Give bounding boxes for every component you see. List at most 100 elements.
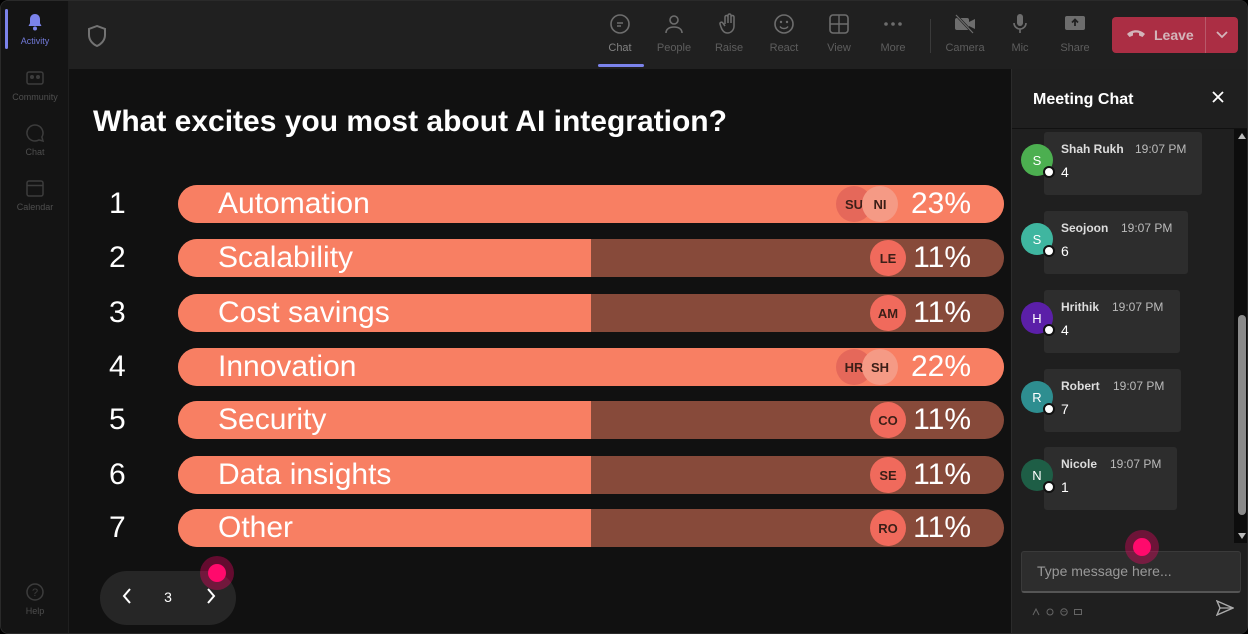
voter-avatar: CO <box>870 402 906 438</box>
community-icon <box>24 67 46 89</box>
leave-button[interactable]: Leave <box>1112 17 1238 53</box>
help-icon: ? <box>24 581 46 603</box>
poll-option-number: 3 <box>109 296 126 329</box>
previous-page-button[interactable] <box>115 586 139 610</box>
camera-button-label: Camera <box>945 42 985 54</box>
chat-title: Meeting Chat <box>1033 91 1134 108</box>
chat-icon <box>24 122 46 144</box>
more-dots-icon <box>880 11 906 37</box>
bell-icon <box>24 11 46 33</box>
message-sender: Seojoon <box>1061 221 1109 235</box>
voter-avatar: AM <box>870 295 906 331</box>
message-sender: Hrithik <box>1061 300 1100 314</box>
app-rail: Activity Community Chat Calendar ? Help <box>1 1 69 633</box>
message-bubble[interactable]: Robert 19:07 PM 7 <box>1044 369 1181 432</box>
poll-option-row: 3 Cost savings AM 11% <box>69 294 1011 332</box>
camera-button[interactable]: Camera <box>938 11 992 61</box>
page-number: 3 <box>164 589 172 605</box>
raise-hand-button[interactable]: Raise <box>702 11 756 61</box>
rail-item-label: Help <box>25 606 45 616</box>
chat-message: Nicole 19:07 PM 1 N <box>1012 447 1232 511</box>
message-bubble[interactable]: Hrithik 19:07 PM 4 <box>1044 290 1180 353</box>
microphone-icon <box>1007 11 1033 37</box>
poll-results-panel: What excites you most about AI integrati… <box>69 69 1011 633</box>
rail-item-activity[interactable]: Activity <box>1 11 69 61</box>
chat-button[interactable]: Chat <box>593 11 647 61</box>
poll-option-percent: 11% <box>913 511 971 544</box>
poll-option-number: 6 <box>109 458 126 491</box>
scrollbar-thumb[interactable] <box>1238 315 1246 515</box>
rail-item-label: Activity <box>20 36 50 46</box>
format-icon[interactable] <box>1032 603 1040 616</box>
meeting-toolbar: Chat People Raise React View <box>69 1 1247 69</box>
mic-button[interactable]: Mic <box>993 11 1047 61</box>
people-button[interactable]: People <box>647 11 701 61</box>
emoji-icon[interactable] <box>1060 603 1068 616</box>
view-button[interactable]: View <box>812 11 866 61</box>
poll-option-bar-fill <box>178 456 591 494</box>
leave-main[interactable]: Leave <box>1112 17 1206 53</box>
more-button[interactable]: More <box>866 11 920 61</box>
poll-option-percent: 22% <box>910 350 971 383</box>
poll-option-row: 6 Data insights SE 11% <box>69 456 1011 494</box>
message-text: 6 <box>1061 243 1069 259</box>
gif-icon[interactable] <box>1074 603 1082 615</box>
poll-option-bar-track <box>178 456 1004 494</box>
poll-option-label: Innovation <box>218 350 357 383</box>
scroll-up-arrow-icon[interactable] <box>1237 131 1247 141</box>
react-button[interactable]: React <box>757 11 811 61</box>
poll-option-row: 7 Other RO 11% <box>69 509 1011 547</box>
poll-question: What excites you most about AI integrati… <box>93 105 727 138</box>
close-icon <box>1212 90 1224 108</box>
attach-icon[interactable] <box>1046 603 1054 616</box>
avatar[interactable]: R <box>1021 381 1053 413</box>
chat-message: Seojoon 19:07 PM 6 S <box>1012 211 1232 275</box>
voter-avatar: SE <box>870 457 906 493</box>
poll-option-bar-fill <box>178 294 591 332</box>
rail-item-help[interactable]: ? Help <box>1 581 69 631</box>
rail-item-chat[interactable]: Chat <box>1 122 69 172</box>
chat-divider <box>1012 128 1247 129</box>
poll-option-number: 5 <box>109 403 126 436</box>
poll-option-percent: 11% <box>913 296 971 329</box>
poll-option-bar-fill <box>178 401 591 439</box>
message-bubble[interactable]: Shah Rukh 19:07 PM 4 <box>1044 132 1202 195</box>
share-screen-icon <box>1062 11 1088 37</box>
message-timestamp: 19:07 PM <box>1121 221 1173 235</box>
grid-view-icon <box>826 11 852 37</box>
rail-item-label: Community <box>12 92 58 102</box>
react-button-label: React <box>769 42 799 54</box>
share-button[interactable]: Share <box>1048 11 1102 61</box>
chevron-down-icon <box>1216 26 1228 44</box>
svg-text:?: ? <box>32 587 38 599</box>
smiley-icon <box>771 11 797 37</box>
chat-message-input[interactable] <box>1022 552 1240 590</box>
phone-hangup-icon <box>1126 26 1146 44</box>
message-text: 4 <box>1061 322 1069 338</box>
rail-item-community[interactable]: Community <box>1 67 69 117</box>
close-chat-button[interactable] <box>1208 89 1228 109</box>
message-bubble[interactable]: Nicole 19:07 PM 1 <box>1044 447 1177 510</box>
leave-options-chevron[interactable] <box>1206 17 1238 53</box>
scroll-down-arrow-icon[interactable] <box>1237 531 1247 541</box>
chat-scrollbar[interactable] <box>1234 129 1247 543</box>
poll-option-row: 2 Scalability LE 11% <box>69 239 1011 277</box>
chevron-left-icon <box>122 587 132 609</box>
rail-item-calendar[interactable]: Calendar <box>1 177 69 227</box>
poll-option-label: Security <box>218 403 327 436</box>
next-page-button[interactable] <box>199 586 223 610</box>
chevron-right-icon <box>206 587 216 609</box>
poll-option-percent: 11% <box>913 241 971 274</box>
view-button-label: View <box>827 42 851 54</box>
voter-avatar: SH <box>862 349 898 385</box>
poll-option-label: Other <box>218 511 294 544</box>
message-bubble[interactable]: Seojoon 19:07 PM 6 <box>1044 211 1188 274</box>
hand-icon <box>716 11 742 37</box>
send-icon <box>1215 599 1235 621</box>
chat-compose-box[interactable] <box>1021 551 1241 593</box>
poll-option-row: 5 Security CO 11% <box>69 401 1011 439</box>
send-button[interactable] <box>1214 599 1236 621</box>
shield-icon[interactable] <box>87 24 107 48</box>
presence-status-icon <box>1043 324 1055 336</box>
avatar[interactable]: S <box>1021 223 1053 255</box>
